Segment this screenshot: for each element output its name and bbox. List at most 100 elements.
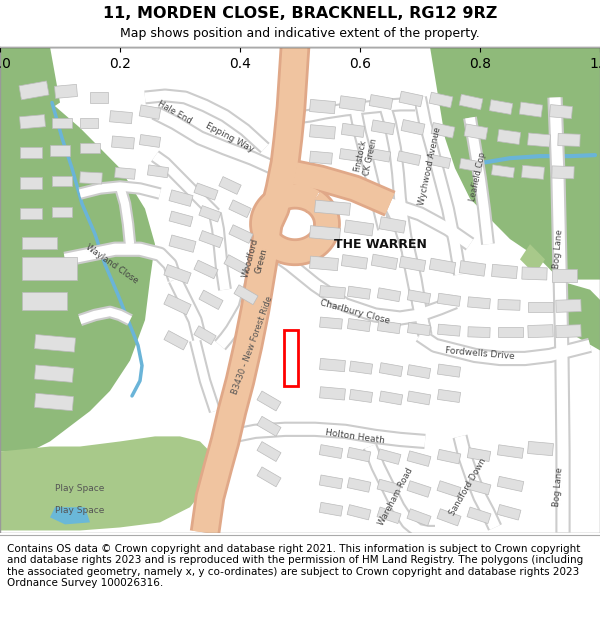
Polygon shape: [169, 211, 193, 227]
Polygon shape: [552, 166, 574, 179]
Text: B3430 - New Forest Ride: B3430 - New Forest Ride: [230, 295, 274, 396]
Polygon shape: [314, 200, 350, 216]
Polygon shape: [164, 294, 191, 315]
Text: Bog Lane: Bog Lane: [552, 229, 564, 269]
Text: Sandford Down: Sandford Down: [448, 457, 488, 517]
Polygon shape: [437, 293, 461, 306]
Polygon shape: [377, 321, 401, 334]
Polygon shape: [0, 98, 155, 451]
Polygon shape: [169, 190, 193, 206]
Polygon shape: [22, 237, 57, 249]
Text: Wychwood Avenue: Wychwood Avenue: [418, 126, 443, 206]
Polygon shape: [139, 105, 161, 119]
Polygon shape: [320, 387, 346, 400]
Polygon shape: [407, 365, 431, 379]
Text: Bog Lane: Bog Lane: [552, 467, 564, 507]
Polygon shape: [339, 96, 366, 111]
Polygon shape: [319, 475, 343, 489]
Polygon shape: [467, 507, 491, 524]
Polygon shape: [320, 358, 346, 372]
Polygon shape: [371, 120, 395, 135]
Polygon shape: [558, 134, 580, 146]
Polygon shape: [528, 302, 553, 312]
Polygon shape: [310, 151, 332, 164]
Polygon shape: [528, 324, 553, 338]
Polygon shape: [489, 99, 513, 114]
Polygon shape: [320, 286, 346, 299]
Polygon shape: [498, 299, 520, 310]
Text: THE WARREN: THE WARREN: [334, 238, 427, 251]
Polygon shape: [80, 118, 98, 128]
Text: Leafield Cop: Leafield Cop: [469, 151, 488, 202]
Polygon shape: [552, 269, 577, 282]
Polygon shape: [199, 206, 221, 222]
Polygon shape: [429, 92, 453, 108]
Text: Woodford
Green: Woodford Green: [241, 238, 271, 281]
Polygon shape: [467, 479, 491, 495]
Polygon shape: [20, 114, 46, 129]
Polygon shape: [430, 47, 600, 279]
Text: Play Space: Play Space: [55, 484, 104, 494]
Polygon shape: [0, 47, 60, 122]
Polygon shape: [379, 362, 403, 376]
Polygon shape: [464, 124, 488, 140]
Text: 11, MORDEN CLOSE, BRACKNELL, RG12 9RZ: 11, MORDEN CLOSE, BRACKNELL, RG12 9RZ: [103, 6, 497, 21]
Polygon shape: [379, 217, 406, 233]
Polygon shape: [20, 177, 42, 189]
Polygon shape: [437, 449, 461, 464]
Polygon shape: [19, 81, 49, 100]
Polygon shape: [50, 145, 70, 156]
Polygon shape: [310, 125, 335, 139]
Polygon shape: [199, 290, 223, 309]
Polygon shape: [397, 151, 421, 166]
Polygon shape: [229, 225, 253, 243]
Polygon shape: [194, 326, 216, 344]
Polygon shape: [52, 207, 72, 217]
Polygon shape: [377, 449, 401, 464]
Polygon shape: [257, 467, 281, 487]
Polygon shape: [556, 299, 581, 312]
Polygon shape: [55, 84, 77, 98]
Polygon shape: [407, 451, 431, 466]
Polygon shape: [164, 264, 191, 284]
Text: Hale End: Hale End: [157, 99, 194, 126]
Polygon shape: [347, 504, 371, 520]
Polygon shape: [139, 134, 161, 148]
Polygon shape: [310, 226, 340, 241]
Polygon shape: [90, 92, 108, 103]
Polygon shape: [459, 94, 483, 110]
Polygon shape: [224, 255, 248, 274]
Polygon shape: [468, 327, 490, 338]
Polygon shape: [521, 165, 544, 179]
Text: Play Space: Play Space: [55, 506, 104, 515]
Polygon shape: [110, 111, 133, 124]
Polygon shape: [229, 200, 251, 217]
Polygon shape: [20, 147, 42, 158]
Polygon shape: [467, 448, 491, 461]
Polygon shape: [407, 322, 431, 336]
Polygon shape: [431, 122, 455, 138]
Polygon shape: [34, 393, 74, 411]
Polygon shape: [219, 177, 241, 194]
Polygon shape: [427, 154, 451, 169]
Polygon shape: [522, 267, 547, 280]
Polygon shape: [347, 448, 371, 462]
Polygon shape: [497, 129, 521, 144]
Text: Wayland Close: Wayland Close: [84, 243, 140, 286]
Polygon shape: [52, 176, 72, 186]
Polygon shape: [437, 364, 461, 377]
Polygon shape: [164, 331, 188, 350]
Text: Map shows position and indicative extent of the property.: Map shows position and indicative extent…: [120, 28, 480, 40]
Polygon shape: [399, 256, 426, 272]
Polygon shape: [52, 118, 72, 128]
Polygon shape: [467, 297, 490, 309]
Polygon shape: [340, 149, 362, 162]
Polygon shape: [369, 94, 393, 109]
Text: Contains OS data © Crown copyright and database right 2021. This information is : Contains OS data © Crown copyright and d…: [7, 544, 583, 588]
Polygon shape: [497, 504, 521, 520]
Polygon shape: [115, 168, 136, 179]
Polygon shape: [34, 365, 74, 382]
Polygon shape: [148, 165, 169, 177]
Polygon shape: [377, 479, 401, 495]
Polygon shape: [347, 478, 371, 492]
